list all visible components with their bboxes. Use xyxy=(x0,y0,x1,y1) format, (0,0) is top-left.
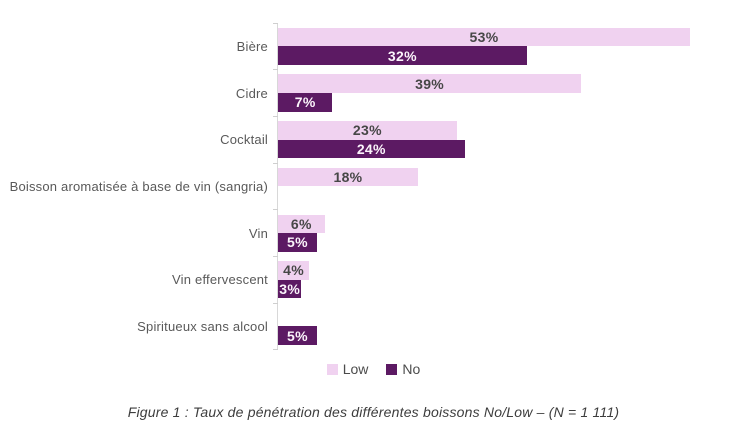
bar-value-label: 3% xyxy=(279,281,301,298)
bar-value-label: 24% xyxy=(356,141,386,158)
bar-slot xyxy=(278,308,747,327)
chart-row: Cidre 39% 7% xyxy=(0,69,747,117)
bar-value-label: 53% xyxy=(469,29,499,46)
figure-caption: Figure 1 : Taux de pénétration des diffé… xyxy=(127,404,620,420)
category-label: Vin effervescent xyxy=(172,272,268,288)
bar-slot: 23% xyxy=(278,121,747,140)
plot-area: 5% xyxy=(273,302,747,350)
bar-low: 6% xyxy=(278,214,325,234)
plot-area: 18% xyxy=(273,162,747,210)
bar-slot: 6% xyxy=(278,214,747,234)
bar-low: 39% xyxy=(278,74,582,94)
chart-row: Vin effervescent 4% 3% xyxy=(0,255,747,304)
bar-value-label: 4% xyxy=(283,262,304,279)
chart-row: Cocktail 23% 24% xyxy=(0,115,747,164)
bar-low: 4% xyxy=(278,261,310,280)
bar-low: 23% xyxy=(278,121,457,140)
chart-row: Bière 53% 32% xyxy=(0,22,747,70)
legend-swatch xyxy=(386,363,398,375)
bar-slot: 4% xyxy=(278,261,747,280)
legend-label: Low xyxy=(342,361,369,377)
bar-chart: Bière 53% 32% Cidre 39% 7% Cocktail 23% 24% Boiss… xyxy=(0,22,747,350)
bar-slot: 3% xyxy=(278,279,747,299)
bar-slot: 18% xyxy=(278,167,747,187)
plot-area: 6% 5% xyxy=(273,209,747,257)
bar-slot: 24% xyxy=(278,139,747,159)
bar-slot: 53% xyxy=(278,27,747,47)
legend-label: No xyxy=(402,361,421,377)
bar-value-label: 7% xyxy=(294,94,316,111)
bar-value-label: 18% xyxy=(333,169,363,186)
bar-value-label: 5% xyxy=(287,327,308,344)
chart-row: Spiritueux sans alcool 5% xyxy=(0,302,747,350)
category-label: Cocktail xyxy=(220,132,268,148)
bar-slot xyxy=(278,186,747,205)
legend-item-low: Low xyxy=(326,361,369,377)
bar-slot: 5% xyxy=(278,233,747,252)
bar-low: 18% xyxy=(278,167,418,187)
category-label: Bière xyxy=(236,38,268,54)
legend-swatch xyxy=(326,363,338,375)
bar-slot: 32% xyxy=(278,46,747,65)
bar-value-label: 5% xyxy=(287,234,308,251)
chart-row: Boisson aromatisée à base de vin (sangri… xyxy=(0,162,747,210)
category-label: Vin xyxy=(248,225,268,241)
category-label: Cidre xyxy=(235,85,268,101)
bar-value-label: 23% xyxy=(352,122,382,139)
bar-value-label: 32% xyxy=(387,47,417,64)
category-label: Boisson aromatisée à base de vin (sangri… xyxy=(9,178,268,194)
bar-slot: 5% xyxy=(278,326,747,346)
plot-area: 53% 32% xyxy=(273,22,747,70)
bar-no: 24% xyxy=(278,139,465,159)
bar-value-label: 6% xyxy=(290,215,312,232)
plot-area: 4% 3% xyxy=(273,255,747,304)
plot-area: 23% 24% xyxy=(273,115,747,164)
plot-area: 39% 7% xyxy=(273,69,747,117)
chart-row: Vin 6% 5% xyxy=(0,209,747,257)
bar-low: 53% xyxy=(278,27,690,47)
bar-no: 5% xyxy=(278,326,317,346)
bar-slot: 7% xyxy=(278,93,747,112)
legend-item-no: No xyxy=(386,361,420,377)
category-label: Spiritueux sans alcool xyxy=(137,318,268,334)
bar-no: 7% xyxy=(278,93,333,112)
bar-no: 5% xyxy=(278,233,317,252)
bar-no: 32% xyxy=(278,46,527,65)
chart-legend: Low No xyxy=(0,361,747,377)
bar-value-label: 39% xyxy=(415,75,445,92)
bar-slot: 39% xyxy=(278,74,747,94)
bar-no: 3% xyxy=(278,279,302,299)
